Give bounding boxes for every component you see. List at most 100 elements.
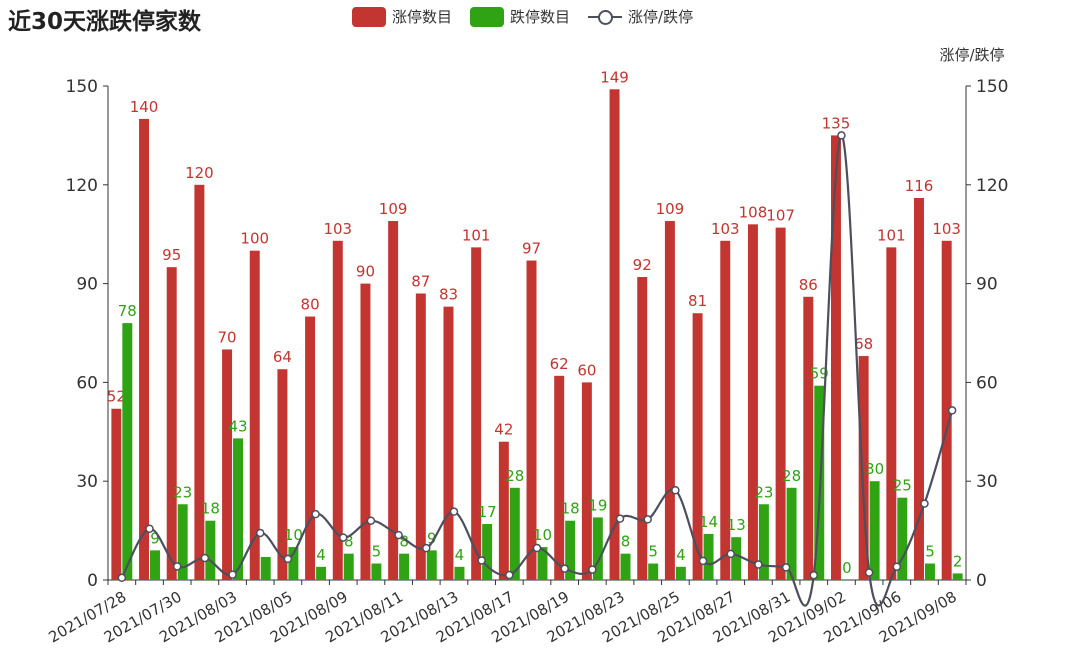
legend-item-up[interactable]: 涨停数目 [352,6,452,27]
ratio-point [892,562,902,571]
bar-down [122,323,133,580]
bar-down [731,537,742,580]
bar-down-label: 25 [893,477,912,495]
bar-down-label: 43 [228,417,247,435]
ratio-point [560,564,569,573]
ratio-point [422,543,431,553]
bar-down [177,504,188,580]
y-left-tick-label: 0 [87,571,98,591]
y-left-tick-label: 120 [66,176,98,196]
bar-up [360,283,371,580]
bar-down-label: 28 [505,467,524,485]
bar-up [222,349,233,580]
bar-down [924,563,935,580]
bar-down [869,481,880,580]
bar-down [482,524,493,580]
bar-up [388,221,399,580]
legend-item-down[interactable]: 跌停数目 [470,6,570,27]
bar-up-label: 101 [462,226,491,244]
bar-up [830,135,841,580]
y-left-tick-label: 30 [76,472,98,492]
bar-down [454,566,465,580]
bar-up [720,240,731,580]
bar-down [758,504,769,580]
ratio-point [505,570,514,580]
ratio-point [920,499,929,508]
ratio-point [394,530,403,540]
legend-item-ratio[interactable]: 涨停/跌停 [588,6,693,27]
ratio-point [615,514,625,523]
bar-down [703,533,714,580]
bar-up-label: 116 [905,177,934,195]
bar-down [509,487,520,580]
y-left-tick-label: 60 [76,373,98,393]
bar-up-label: 103 [711,220,740,238]
y-right-tick-label: 150 [976,77,1008,97]
bar-down [426,550,437,580]
bar-down [150,550,160,580]
bar-down-label: 18 [561,500,580,518]
bar-down [371,563,382,580]
bar-up-label: 108 [739,203,768,221]
legend-label-down: 跌停数目 [510,8,571,26]
ratio-point [864,568,874,577]
bar-up-label: 68 [854,335,873,353]
bar-down [537,547,548,580]
bar-down-label: 2 [953,552,963,570]
ratio-point [366,516,376,525]
bar-down [565,520,576,580]
ratio-point [449,507,459,516]
ratio-point [117,573,127,583]
bar-up [581,382,592,580]
bar-down [288,547,299,580]
ratio-point [172,562,182,571]
bar-up-label: 62 [550,355,569,373]
bar-up [775,227,786,580]
bar-up-label: 86 [799,276,818,294]
bar-up [249,250,260,580]
bar-down [786,487,797,580]
bar-down-label: 78 [118,302,137,320]
bar-up-label: 92 [633,256,652,274]
bar-up [194,184,205,581]
ratio-point [671,486,680,495]
bar-up-label: 83 [439,286,458,304]
bar-up [498,441,509,580]
legend-swatch-down [470,6,505,27]
bar-down [399,553,410,580]
bar-down [675,566,686,580]
bar-down [952,573,963,580]
y-left-tick-label: 90 [76,275,98,295]
bar-up-label: 103 [323,220,352,238]
bar-up-label: 109 [656,200,685,218]
bar-down-label: 59 [810,365,829,383]
bar-up-label: 81 [688,292,707,310]
chart-title: 近30天涨跌停家数 [8,9,202,35]
ratio-point [947,406,957,415]
bar-up [914,197,924,580]
legend: 涨停数目 跌停数目 涨停/跌停 [352,6,711,27]
bar-up [747,224,758,580]
ratio-point [588,565,597,574]
ratio-point [311,509,320,519]
bar-down [592,517,603,580]
legend-swatch-up [352,6,386,27]
bar-down-label: 28 [782,467,801,485]
bar-up [803,296,814,580]
bar-up-label: 109 [379,200,408,218]
bar-down-label: 19 [588,496,607,514]
bar-down-label: 0 [842,559,852,577]
bar-down-label: 18 [201,500,220,518]
bar-down-label: 5 [648,543,658,561]
y-right-axis-label: 涨停/跌停 [939,46,1004,64]
bar-down-label: 10 [533,526,552,544]
bar-up-label: 60 [577,361,596,379]
bar-down-label: 9 [427,529,437,547]
bar-up [554,375,565,580]
bar-down [205,520,216,580]
bar-up [305,316,316,580]
bar-up-label: 97 [522,240,541,258]
bar-down-label: 17 [478,503,497,521]
bar-up [139,118,150,580]
ratio-point [228,570,237,579]
